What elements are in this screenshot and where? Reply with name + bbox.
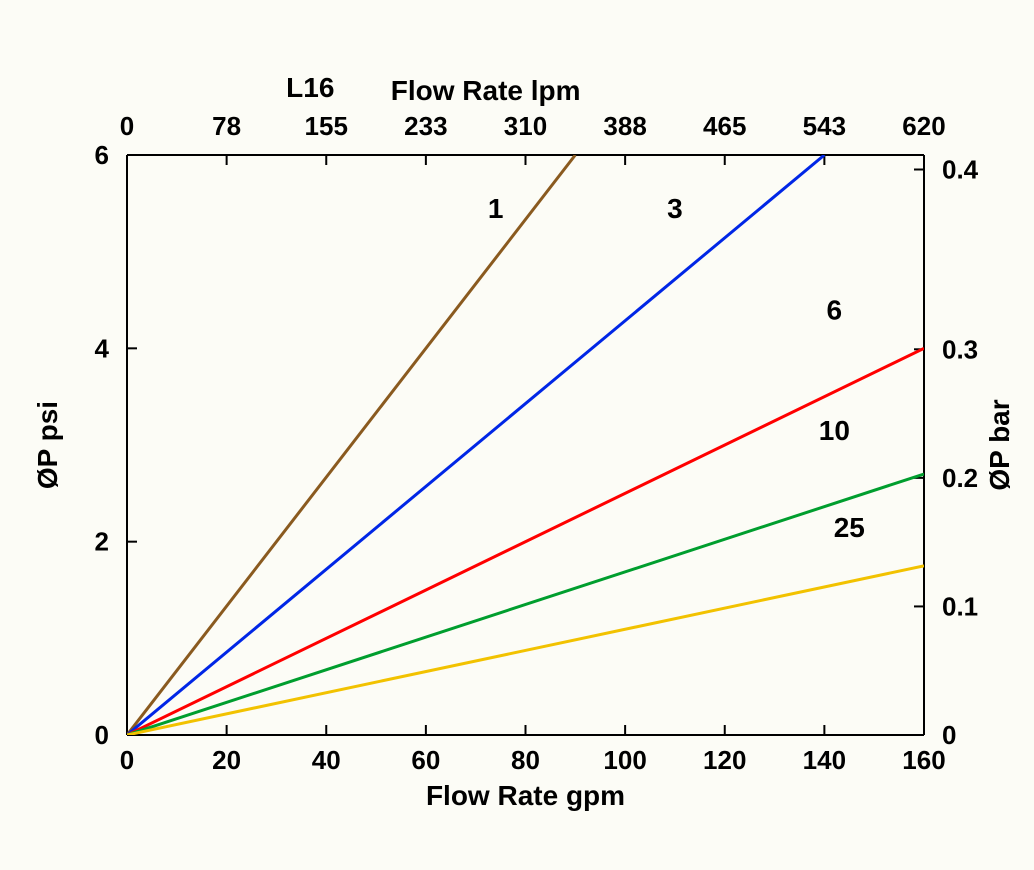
y-right-label: ØP bar [984, 399, 1015, 490]
x-bottom-tick-label: 160 [902, 745, 945, 775]
x-bottom-tick-label: 80 [511, 745, 540, 775]
x-bottom-label: Flow Rate gpm [426, 780, 625, 811]
series-label-1: 1 [488, 193, 504, 224]
y-right-tick-label: 0.1 [942, 591, 978, 621]
x-bottom-tick-label: 0 [120, 745, 134, 775]
y-right-tick-label: 0.4 [942, 155, 979, 185]
series-label-3: 3 [667, 193, 683, 224]
x-top-tick-label: 620 [902, 111, 945, 141]
x-top-label: Flow Rate lpm [391, 75, 581, 106]
x-top-tick-label: 543 [803, 111, 846, 141]
x-top-tick-label: 388 [603, 111, 646, 141]
x-bottom-tick-label: 20 [212, 745, 241, 775]
y-left-tick-label: 6 [95, 140, 109, 170]
y-right-tick-label: 0 [942, 720, 956, 750]
y-right-tick-label: 0.3 [942, 334, 978, 364]
y-left-tick-label: 0 [95, 720, 109, 750]
x-top-tick-label: 155 [305, 111, 348, 141]
series-label-6: 6 [827, 294, 843, 325]
x-top-tick-label: 233 [404, 111, 447, 141]
x-bottom-tick-label: 100 [603, 745, 646, 775]
x-bottom-tick-label: 60 [411, 745, 440, 775]
x-top-tick-label: 465 [703, 111, 746, 141]
series-label-10: 10 [819, 415, 850, 446]
x-bottom-tick-label: 140 [803, 745, 846, 775]
chart-title-prefix: L16 [286, 72, 334, 103]
x-top-tick-label: 0 [120, 111, 134, 141]
x-bottom-tick-label: 120 [703, 745, 746, 775]
pressure-flow-chart: 020406080100120140160Flow Rate gpm078155… [0, 0, 1034, 870]
x-bottom-tick-label: 40 [312, 745, 341, 775]
y-right-tick-label: 0.2 [942, 463, 978, 493]
x-top-tick-label: 78 [212, 111, 241, 141]
y-left-label: ØP psi [32, 401, 63, 489]
series-label-25: 25 [834, 512, 865, 543]
y-left-tick-label: 2 [95, 527, 109, 557]
x-top-tick-label: 310 [504, 111, 547, 141]
y-left-tick-label: 4 [95, 333, 110, 363]
